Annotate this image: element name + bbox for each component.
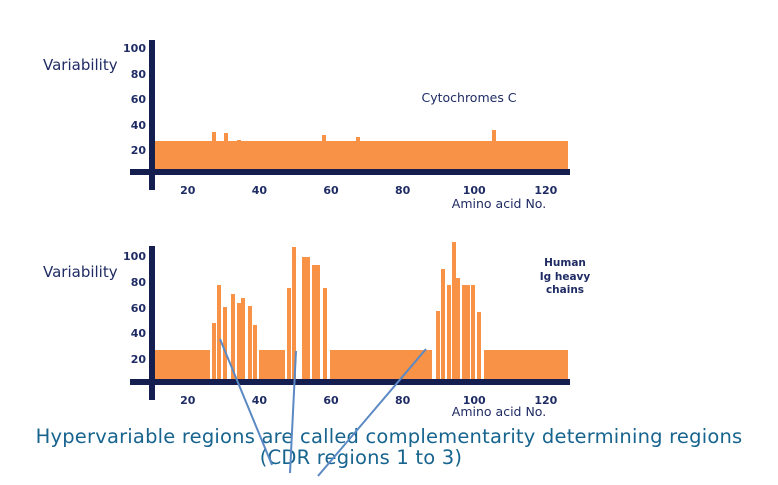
variability-bar — [287, 287, 292, 379]
variability-bar — [292, 246, 297, 379]
variability-bar — [311, 264, 316, 379]
y-tick-label: 40 — [130, 327, 146, 341]
chart-title-cytochromes: Cytochromes C — [421, 90, 517, 105]
y-tick-label: 40 — [130, 118, 146, 132]
invariant-band — [155, 141, 568, 169]
variability-bar — [466, 285, 471, 379]
x-tick-label: 40 — [251, 394, 268, 407]
variability-bar — [223, 307, 228, 379]
variability-bar — [491, 129, 496, 169]
x-tick-label: 20 — [180, 394, 196, 407]
x-tick-label: 60 — [323, 184, 339, 197]
y-tick-label: 60 — [130, 301, 146, 315]
variability-bar — [461, 285, 466, 379]
variability-bar — [216, 285, 221, 379]
variability-bar — [456, 277, 461, 379]
caption-line-2: (CDR regions 1 to 3) — [259, 446, 463, 469]
variability-bar — [231, 294, 236, 379]
variability-bar — [471, 285, 476, 379]
variability-bar — [435, 311, 440, 379]
variability-bar — [252, 325, 257, 379]
y-tick-label: 20 — [130, 353, 146, 367]
x-tick-label: 100 — [462, 394, 486, 407]
x-axis-title-ig: Amino acid No. — [451, 404, 547, 419]
y-tick-label: 80 — [130, 275, 146, 289]
x-tick-label: 60 — [323, 394, 339, 407]
variability-bar — [240, 298, 245, 379]
caption: Hypervariable regions are called complem… — [0, 426, 778, 468]
x-axis — [130, 379, 570, 385]
variability-bar — [451, 241, 456, 379]
variability-bar — [321, 134, 326, 169]
y-tick-label: 60 — [130, 93, 146, 107]
x-tick-label: 80 — [394, 394, 411, 407]
caption-line-1: Hypervariable regions are called complem… — [35, 425, 743, 448]
variability-bar — [302, 257, 307, 379]
y-tick-label: 80 — [130, 67, 146, 81]
y-tick-label: 100 — [123, 250, 146, 263]
variability-bar — [355, 137, 360, 169]
variability-bar — [316, 264, 321, 379]
variability-bar — [236, 139, 241, 169]
y-axis — [149, 246, 155, 400]
x-axis-title-cytochromes: Amino acid No. — [451, 196, 547, 211]
x-tick-label: 20 — [180, 184, 196, 197]
variability-bar — [447, 285, 452, 379]
variability-bar — [247, 306, 252, 379]
variability-bar — [322, 287, 327, 379]
variability-bar — [306, 257, 311, 379]
variability-bar — [224, 133, 229, 169]
variability-bar — [477, 312, 482, 379]
variability-bar — [440, 268, 445, 379]
y-axis-title-cytochromes: Variability — [43, 56, 118, 74]
y-tick-label: 20 — [130, 144, 146, 158]
x-tick-label: 100 — [462, 184, 486, 197]
chart-title-ig-heavy-chains: Human Ig heavy chains — [539, 257, 591, 297]
x-tick-label: 120 — [534, 184, 558, 197]
variability-bar — [212, 322, 217, 379]
x-tick-label: 80 — [394, 184, 411, 197]
x-axis — [130, 169, 570, 175]
x-tick-label: 120 — [534, 394, 558, 407]
y-tick-label: 100 — [123, 42, 146, 55]
variability-bar — [212, 132, 217, 169]
y-axis — [149, 40, 155, 190]
y-axis-title-ig: Variability — [43, 263, 118, 281]
x-tick-label: 40 — [251, 184, 268, 197]
